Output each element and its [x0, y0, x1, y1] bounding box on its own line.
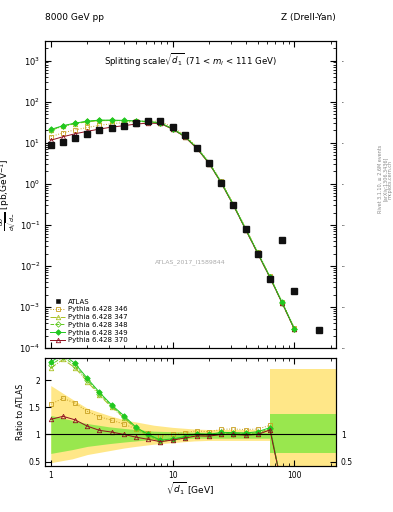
Y-axis label: Ratio to ATLAS: Ratio to ATLAS [17, 384, 26, 440]
Legend: ATLAS, Pythia 6.428 346, Pythia 6.428 347, Pythia 6.428 348, Pythia 6.428 349, P: ATLAS, Pythia 6.428 346, Pythia 6.428 34… [49, 297, 129, 345]
Text: Splitting scale$\sqrt{d_1}$ (71 < $m_l$ < 111 GeV): Splitting scale$\sqrt{d_1}$ (71 < $m_l$ … [104, 52, 277, 69]
Text: ATLAS_2017_I1589844: ATLAS_2017_I1589844 [155, 259, 226, 265]
Text: Rivet 3.1.10, ≥ 2.6M events: Rivet 3.1.10, ≥ 2.6M events [378, 145, 383, 214]
Text: 8000 GeV pp: 8000 GeV pp [45, 13, 104, 22]
Text: Z (Drell-Yan): Z (Drell-Yan) [281, 13, 336, 22]
X-axis label: $\sqrt{d_1}$ [GeV]: $\sqrt{d_1}$ [GeV] [166, 481, 215, 497]
Y-axis label: $\frac{d\sigma}{d\sqrt{d_{-}}}$ [pb,GeV$^{-1}$]: $\frac{d\sigma}{d\sqrt{d_{-}}}$ [pb,GeV$… [0, 158, 18, 231]
Text: [arXiv:1306.3436]: [arXiv:1306.3436] [383, 157, 387, 201]
Text: mcplots.cern.ch: mcplots.cern.ch [387, 160, 392, 199]
